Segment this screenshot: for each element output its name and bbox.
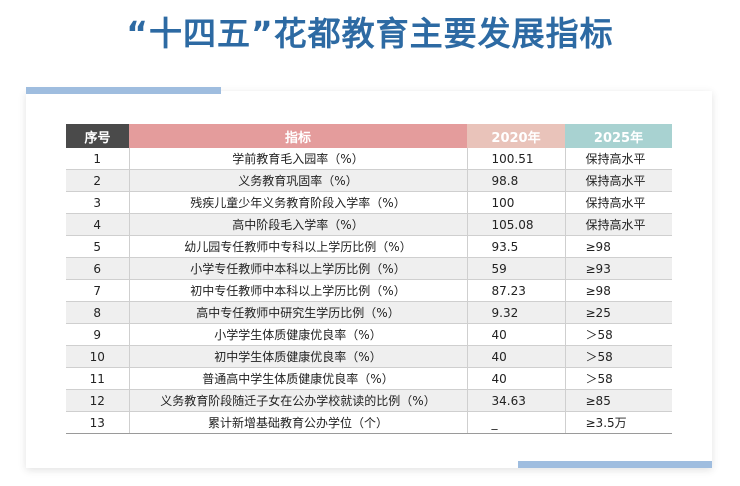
cell-2020: 87.23 <box>467 279 566 302</box>
cell-index: 2 <box>66 169 130 192</box>
cell-index: 11 <box>66 367 130 390</box>
table-row: 9 小学学生体质健康优良率（%） 40 ＞58 <box>66 323 672 346</box>
indicators-table: 序号 指标 2020年 2025年 1 学前教育毛入园率（%） 100.51 保… <box>66 124 672 434</box>
cell-index: 12 <box>66 389 130 412</box>
cell-indicator: 初中专任教师中本科以上学历比例（%） <box>129 279 468 302</box>
cell-indicator: 义务教育巩固率（%） <box>129 169 468 192</box>
cell-2020: 40 <box>467 323 566 346</box>
table-row: 13 累计新增基础教育公办学位（个） _ ≥3.5万 <box>66 411 672 434</box>
cell-2025: ≥93 <box>565 257 672 280</box>
table-row: 8 高中专任教师中研究生学历比例（%） 9.32 ≥25 <box>66 301 672 324</box>
cell-2025: 保持高水平 <box>565 213 672 236</box>
cell-2020: 40 <box>467 345 566 368</box>
cell-2025: ＞58 <box>565 367 672 390</box>
cell-2020: 100 <box>467 191 566 214</box>
cell-index: 10 <box>66 345 130 368</box>
table-row: 1 学前教育毛入园率（%） 100.51 保持高水平 <box>66 148 672 170</box>
cell-2020: 34.63 <box>467 389 566 412</box>
cell-index: 9 <box>66 323 130 346</box>
cell-2025: ＞58 <box>565 323 672 346</box>
table-row: 4 高中阶段毛入学率（%） 105.08 保持高水平 <box>66 213 672 236</box>
cell-2025: ≥98 <box>565 279 672 302</box>
table-row: 7 初中专任教师中本科以上学历比例（%） 87.23 ≥98 <box>66 279 672 302</box>
cell-2020: 9.32 <box>467 301 566 324</box>
cell-index: 4 <box>66 213 130 236</box>
cell-2025: 保持高水平 <box>565 191 672 214</box>
cell-2025: ≥3.5万 <box>565 411 672 434</box>
cell-2020: 100.51 <box>467 148 566 170</box>
table-row: 5 幼儿园专任教师中专科以上学历比例（%） 93.5 ≥98 <box>66 235 672 258</box>
cell-2020: 98.8 <box>467 169 566 192</box>
table-row: 2 义务教育巩固率（%） 98.8 保持高水平 <box>66 169 672 192</box>
cell-2025: ＞58 <box>565 345 672 368</box>
cell-2020: 59 <box>467 257 566 280</box>
header-2025: 2025年 <box>565 124 672 148</box>
cell-indicator: 小学学生体质健康优良率（%） <box>129 323 468 346</box>
cell-indicator: 高中专任教师中研究生学历比例（%） <box>129 301 468 324</box>
cell-index: 5 <box>66 235 130 258</box>
cell-indicator: 学前教育毛入园率（%） <box>129 148 468 170</box>
cell-indicator: 残疾儿童少年义务教育阶段入学率（%） <box>129 191 468 214</box>
cell-indicator: 初中学生体质健康优良率（%） <box>129 345 468 368</box>
accent-bar-bottom <box>518 461 712 468</box>
header-2020: 2020年 <box>467 124 565 148</box>
table-row: 3 残疾儿童少年义务教育阶段入学率（%） 100 保持高水平 <box>66 191 672 214</box>
cell-indicator: 幼儿园专任教师中专科以上学历比例（%） <box>129 235 468 258</box>
cell-2025: ≥25 <box>565 301 672 324</box>
cell-index: 7 <box>66 279 130 302</box>
table-row: 6 小学专任教师中本科以上学历比例（%） 59 ≥93 <box>66 257 672 280</box>
cell-index: 8 <box>66 301 130 324</box>
cell-2020: 105.08 <box>467 213 566 236</box>
table-row: 10 初中学生体质健康优良率（%） 40 ＞58 <box>66 345 672 368</box>
cell-indicator: 义务教育阶段随迁子女在公办学校就读的比例（%） <box>129 389 468 412</box>
table-row: 11 普通高中学生体质健康优良率（%） 40 ＞58 <box>66 367 672 390</box>
cell-2020: _ <box>467 411 566 434</box>
cell-index: 1 <box>66 148 130 170</box>
cell-2025: ≥98 <box>565 235 672 258</box>
cell-index: 6 <box>66 257 130 280</box>
cell-indicator: 小学专任教师中本科以上学历比例（%） <box>129 257 468 280</box>
cell-indicator: 高中阶段毛入学率（%） <box>129 213 468 236</box>
header-indicator: 指标 <box>129 124 467 148</box>
table-header-row: 序号 指标 2020年 2025年 <box>66 124 672 148</box>
cell-indicator: 累计新增基础教育公办学位（个） <box>129 411 468 434</box>
table-row: 12 义务教育阶段随迁子女在公办学校就读的比例（%） 34.63 ≥85 <box>66 389 672 412</box>
header-index: 序号 <box>66 124 129 148</box>
cell-2025: ≥85 <box>565 389 672 412</box>
cell-2025: 保持高水平 <box>565 148 672 170</box>
cell-index: 3 <box>66 191 130 214</box>
accent-bar-top <box>26 87 221 94</box>
cell-index: 13 <box>66 411 130 434</box>
cell-2020: 40 <box>467 367 566 390</box>
cell-indicator: 普通高中学生体质健康优良率（%） <box>129 367 468 390</box>
cell-2025: 保持高水平 <box>565 169 672 192</box>
cell-2020: 93.5 <box>467 235 566 258</box>
page-title: “十四五”花都教育主要发展指标 <box>126 14 614 53</box>
